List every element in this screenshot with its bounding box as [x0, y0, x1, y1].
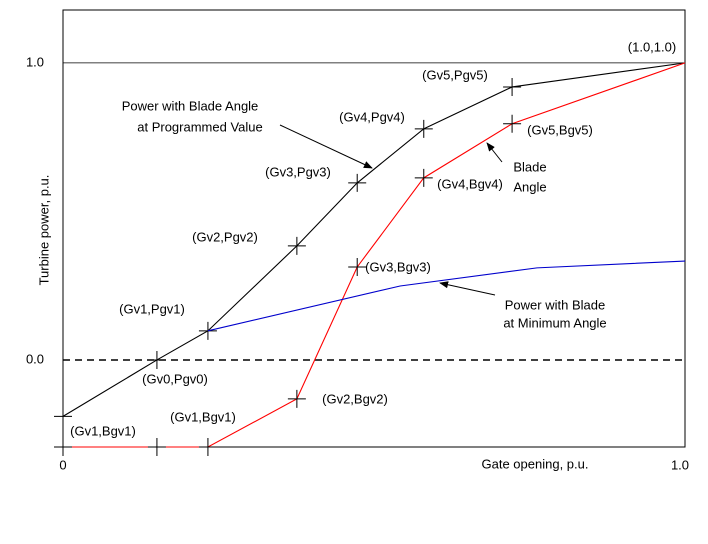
- annotation: (Gv3,Bgv3): [365, 259, 431, 274]
- point-marker: [54, 407, 72, 426]
- annotation: Power with Blade: [505, 297, 605, 312]
- annotation: (Gv5,Pgv5): [422, 67, 488, 82]
- annotation: (Gv0,Pgv0): [142, 371, 208, 386]
- x-tick-label: 1.0: [671, 457, 689, 472]
- point-marker: [503, 77, 522, 96]
- annotation: Blade: [513, 159, 546, 174]
- annotation: (Gv2,Pgv2): [192, 229, 258, 244]
- series-line: [207, 260, 686, 332]
- series-line: [62, 62, 686, 417]
- annotation: (Gv4,Pgv4): [339, 109, 405, 124]
- y-axis-label: Turbine power, p.u.: [36, 175, 51, 286]
- annotation: at Programmed Value: [137, 119, 263, 134]
- annotation: at Minimum Angle: [503, 315, 606, 330]
- arrow: [279, 124, 373, 169]
- point-marker: [287, 389, 306, 408]
- point-marker: [54, 438, 72, 456]
- annotation: (1.0,1.0): [628, 39, 676, 54]
- annotation: (Gv4,Bgv4): [437, 176, 503, 191]
- arrow: [486, 142, 503, 163]
- point-marker: [287, 236, 306, 255]
- annotation: (Gv1,Bgv1): [170, 409, 236, 424]
- annotation: Angle: [513, 179, 546, 194]
- x-axis-label: Gate opening, p.u.: [482, 456, 589, 471]
- point-marker: [414, 119, 433, 138]
- annotation: (Gv1,Bgv1): [70, 423, 136, 438]
- point-marker: [147, 438, 166, 456]
- annotation: (Gv3,Pgv3): [265, 164, 331, 179]
- point-marker: [348, 173, 367, 192]
- point-marker: [503, 114, 522, 133]
- point-marker: [414, 168, 433, 187]
- annotation: Power with Blade Angle: [122, 98, 259, 113]
- point-marker: [198, 321, 217, 340]
- annotation: (Gv5,Bgv5): [527, 122, 593, 137]
- x-tick-label: 0: [59, 457, 66, 472]
- annotation: (Gv1,Pgv1): [119, 301, 185, 316]
- point-marker: [147, 350, 166, 369]
- arrow: [439, 281, 496, 296]
- plot-frame: [62, 9, 686, 448]
- y-tick-label: 1.0: [26, 54, 44, 69]
- y-tick-label: 0.0: [26, 351, 44, 366]
- point-marker: [348, 257, 367, 276]
- annotation: (Gv2,Bgv2): [322, 391, 388, 406]
- point-marker: [198, 438, 217, 456]
